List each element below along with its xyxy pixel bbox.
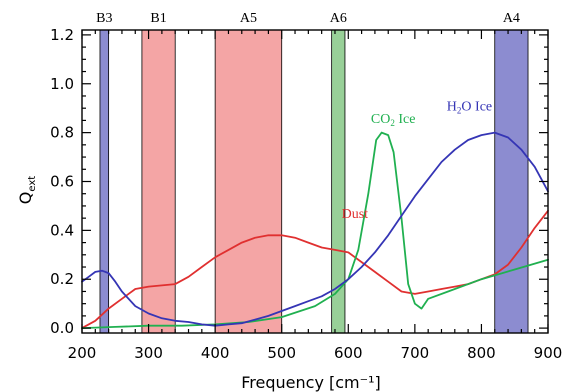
x-tick-label: 600 (334, 344, 363, 362)
series-label-main: Dust (342, 207, 369, 222)
y-tick-label: 0.2 (50, 270, 74, 288)
series-label-main: CO (371, 112, 390, 127)
band-label-a5: A5 (240, 11, 257, 26)
band-a4 (494, 29, 529, 334)
x-tick-label: 900 (534, 344, 563, 362)
series-label-suffix: O Ice (461, 100, 492, 115)
y-tick-label: 0.8 (50, 124, 74, 142)
series-label-h2o-ice: H2O Ice (447, 100, 492, 116)
x-tick-label: 400 (201, 344, 230, 362)
series-label-subscript: 2 (390, 118, 395, 128)
series-label-suffix: Ice (395, 112, 416, 127)
y-axis-title-main: Q (16, 192, 35, 205)
y-axis-title-subscript: ext (27, 176, 38, 192)
band-label-b1: B1 (150, 11, 166, 26)
x-tick-label: 200 (68, 344, 97, 362)
band-label-a4: A4 (503, 11, 520, 26)
series-label-main: H (447, 100, 457, 115)
y-tick-label: 1.0 (50, 75, 74, 93)
axis-ticks: 200 300 400 500 600 700 800 900 0.0 0.2 0.4 0.6 0.8 1… (50, 26, 562, 362)
y-tick-label: 0.0 (50, 319, 74, 337)
y-axis-title: Qext (16, 176, 38, 204)
band-a5 (214, 29, 283, 334)
y-tick-label: 1.2 (50, 26, 74, 44)
band-b1 (141, 29, 176, 334)
x-axis-title: Frequency [cm⁻¹] (241, 373, 380, 392)
x-tick-label: 300 (134, 344, 163, 362)
band-label-b3: B3 (96, 11, 112, 26)
band-b3 (99, 29, 110, 334)
band-label-a6: A6 (330, 11, 347, 26)
x-tick-label: 700 (401, 344, 430, 362)
series-label-co2-ice: CO2 Ice (371, 112, 416, 128)
series-line-h2o-ice (81, 131, 549, 327)
series-label-dust: Dust (342, 207, 369, 222)
y-tick-label: 0.6 (50, 173, 74, 191)
bands-layer (99, 29, 529, 334)
x-tick-label: 500 (267, 344, 296, 362)
x-tick-label: 800 (467, 344, 496, 362)
series-label-subscript: 2 (457, 106, 462, 116)
y-tick-label: 0.4 (50, 221, 74, 239)
band-labels: B3 B1 A5 A6 A4 (96, 11, 520, 26)
